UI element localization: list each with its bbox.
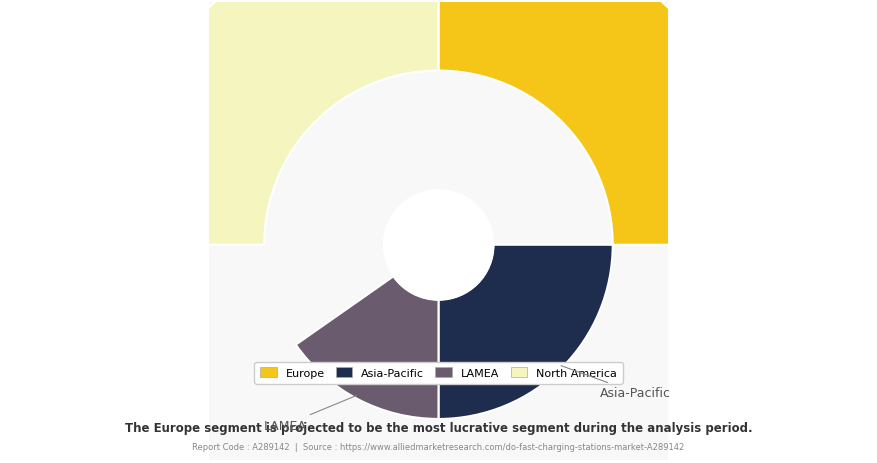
Wedge shape	[109, 0, 438, 245]
Text: Europe: Europe	[0, 462, 1, 463]
Text: North America: North America	[0, 462, 1, 463]
Circle shape	[383, 190, 494, 300]
FancyBboxPatch shape	[210, 3, 667, 460]
Wedge shape	[296, 277, 438, 419]
Legend: Europe, Asia-Pacific, LAMEA, North America: Europe, Asia-Pacific, LAMEA, North Ameri…	[254, 362, 623, 384]
Wedge shape	[438, 245, 613, 419]
Wedge shape	[438, 0, 768, 245]
Text: The Europe segment is projected to be the most lucrative segment during the anal: The Europe segment is projected to be th…	[125, 421, 752, 434]
Text: Report Code : A289142  |  Source : https://www.alliedmarketresearch.com/do-fast-: Report Code : A289142 | Source : https:/…	[192, 442, 685, 451]
Text: LAMEA: LAMEA	[264, 396, 356, 432]
Text: BY REGION: BY REGION	[401, 49, 476, 62]
Text: Asia-Pacific: Asia-Pacific	[561, 366, 671, 400]
Text: DC FAST CHARGING STATIONS MARKET: DC FAST CHARGING STATIONS MARKET	[287, 17, 590, 31]
